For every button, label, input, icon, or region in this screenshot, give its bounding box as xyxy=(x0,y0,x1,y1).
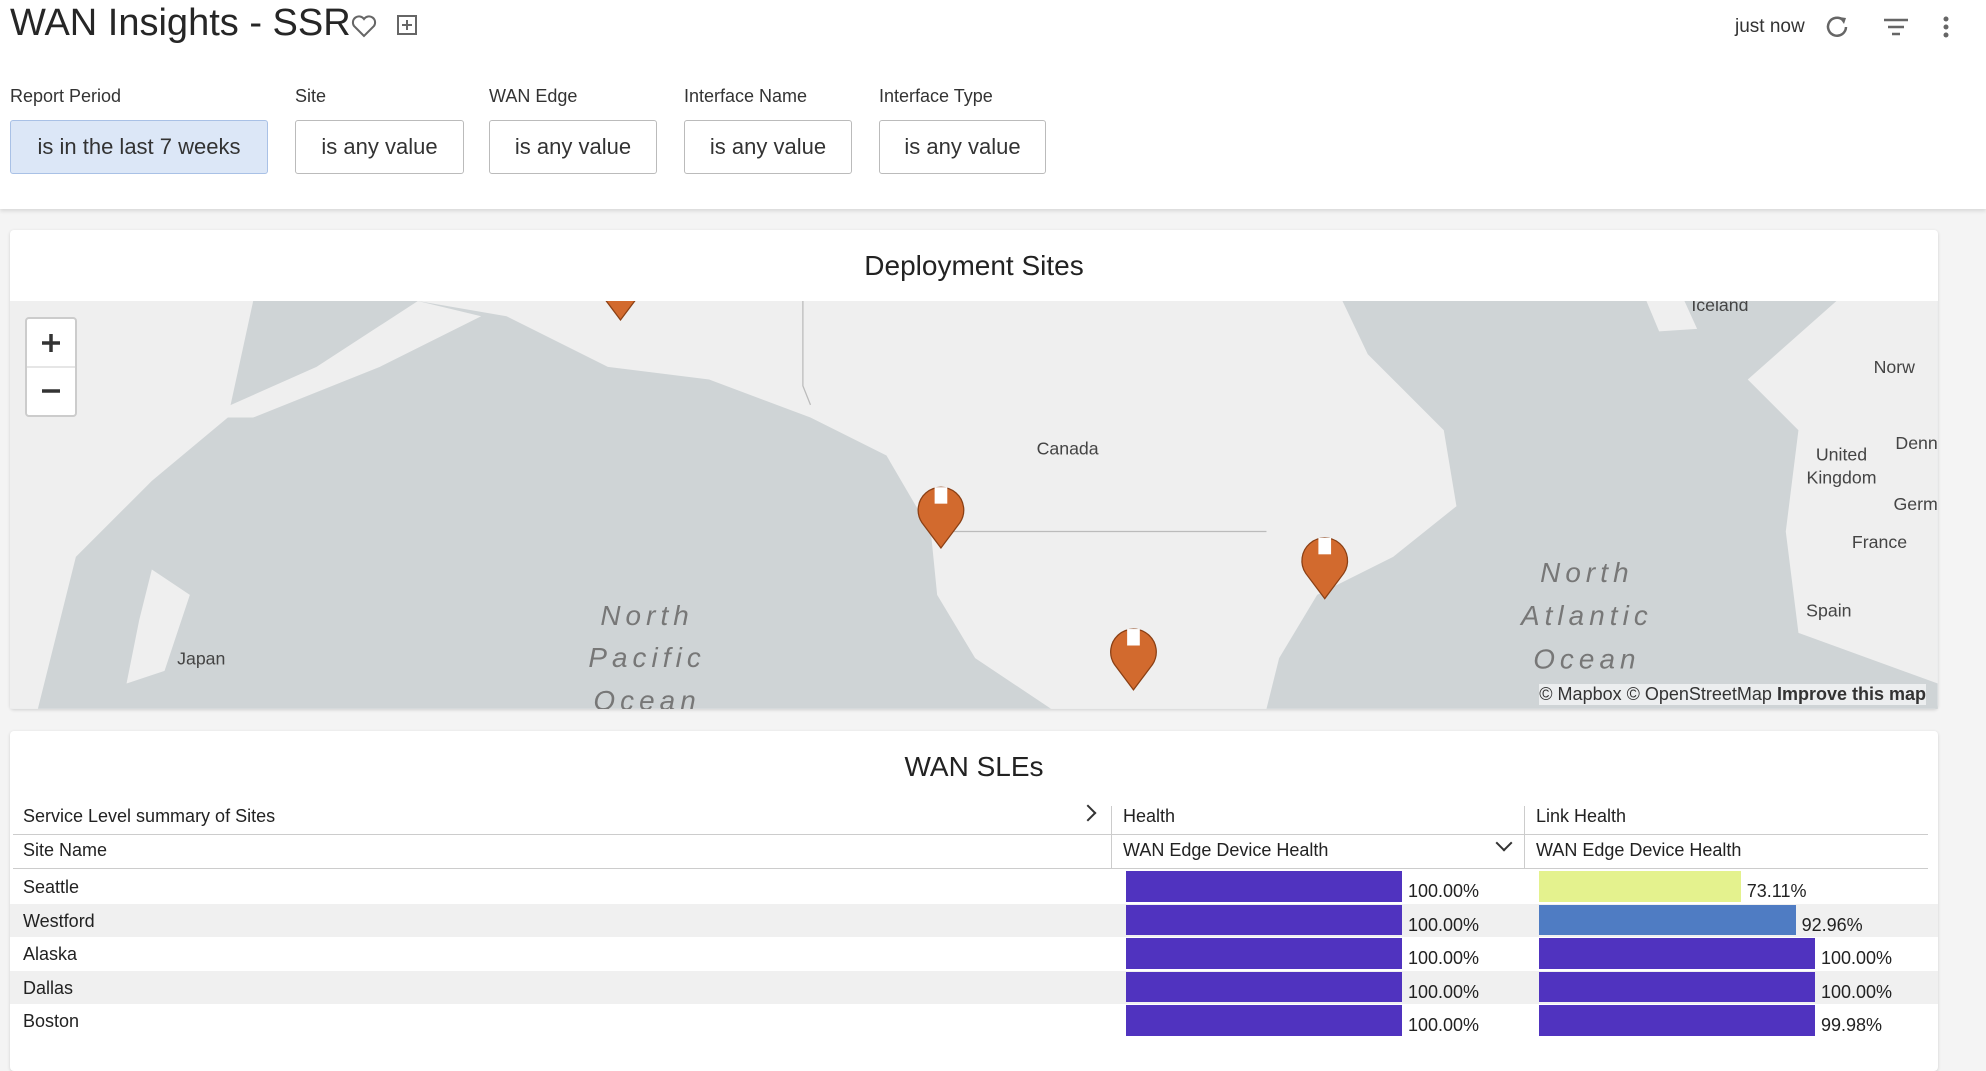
map-label: Kingdom xyxy=(1807,467,1877,487)
value-label: 100.00% xyxy=(1408,915,1479,936)
group-header: Service Level summary of Sites xyxy=(23,806,275,827)
value-label: 73.11% xyxy=(1747,881,1807,902)
map-card: Deployment Sites Iceland Norw Canada United… xyxy=(10,230,1938,709)
value-label: 99.98% xyxy=(1821,1015,1882,1036)
bar xyxy=(1126,938,1402,969)
site-name: Alaska xyxy=(23,944,77,965)
group-header: Link Health xyxy=(1536,806,1626,827)
map-label: Ocean xyxy=(593,685,700,709)
filter-chip[interactable]: is any value xyxy=(684,120,852,174)
column-divider xyxy=(1111,806,1112,868)
expand-icon[interactable] xyxy=(1080,805,1097,822)
filter-label: WAN Edge xyxy=(489,86,577,107)
value-label: 100.00% xyxy=(1408,1015,1479,1036)
map-label: Germ xyxy=(1893,494,1937,514)
updated-time: just now xyxy=(1735,16,1805,38)
column-header: WAN Edge Device Health xyxy=(1123,840,1328,861)
bar xyxy=(1539,905,1796,936)
value-label: 92.96% xyxy=(1802,915,1863,936)
zoom-control[interactable] xyxy=(25,317,77,417)
site-name: Westford xyxy=(23,911,95,932)
marker-icon xyxy=(1318,538,1331,554)
table-card: WAN SLEs Service Level summary of Sites H… xyxy=(10,731,1938,1071)
column-divider xyxy=(1524,806,1525,868)
filter-label: Interface Name xyxy=(684,86,807,107)
filter-chip[interactable]: is any value xyxy=(879,120,1046,174)
column-header: WAN Edge Device Health xyxy=(1536,840,1741,861)
filter-label: Report Period xyxy=(10,86,121,107)
map-label: Ocean xyxy=(1533,643,1640,674)
value-label: 100.00% xyxy=(1408,948,1479,969)
map-title: Deployment Sites xyxy=(10,250,1938,282)
map-label: North xyxy=(1540,557,1633,588)
site-name: Boston xyxy=(23,1011,79,1032)
title-icons[interactable] xyxy=(350,12,430,42)
zoom-buttons[interactable] xyxy=(27,319,75,415)
value-label: 100.00% xyxy=(1821,948,1892,969)
header: WAN Insights - SSR just now Report Perio… xyxy=(0,0,1986,209)
toolbar-icons[interactable] xyxy=(1822,10,1972,44)
sort-icon[interactable] xyxy=(1496,835,1513,852)
filter-label: Interface Type xyxy=(879,86,993,107)
bar xyxy=(1539,871,1741,902)
map-label: North xyxy=(600,600,693,631)
filter-chip[interactable]: is in the last 7 weeks xyxy=(10,120,268,174)
dashboard-title: WAN Insights - SSR xyxy=(10,2,351,45)
header-line xyxy=(13,868,1928,869)
map-label: Atlantic xyxy=(1519,600,1653,631)
map-label: France xyxy=(1852,532,1907,552)
map-label: Japan xyxy=(177,649,225,669)
map-label: Canada xyxy=(1037,438,1099,458)
map-label: Norw xyxy=(1874,357,1916,377)
map-label: Denn xyxy=(1895,433,1937,453)
site-name: Dallas xyxy=(23,978,73,999)
attribution: © Mapbox © OpenStreetMap xyxy=(1539,684,1772,704)
map[interactable]: Iceland Norw Canada UnitedKingdom Denn Germ Fr… xyxy=(10,301,1938,709)
map-label: Iceland xyxy=(1691,301,1748,315)
site-name: Seattle xyxy=(23,877,79,898)
bar xyxy=(1126,871,1402,902)
value-label: 100.00% xyxy=(1408,982,1479,1003)
marker-icon xyxy=(935,487,948,503)
bar xyxy=(1539,938,1815,969)
header-line xyxy=(13,834,1928,835)
bar xyxy=(1539,1005,1815,1036)
map-label: Spain xyxy=(1806,600,1851,620)
filter-chip[interactable]: is any value xyxy=(295,120,464,174)
column-header: Site Name xyxy=(23,840,107,861)
map-attribution: © Mapbox © OpenStreetMap Improve this ma… xyxy=(1539,684,1926,705)
group-header: Health xyxy=(1123,806,1175,827)
bar xyxy=(1126,905,1402,936)
marker-icon xyxy=(1127,629,1140,645)
bar xyxy=(1126,972,1402,1003)
value-label: 100.00% xyxy=(1821,982,1892,1003)
map-label: United xyxy=(1816,445,1867,465)
filter-chip[interactable]: is any value xyxy=(489,120,657,174)
bar xyxy=(1539,972,1815,1003)
table-title: WAN SLEs xyxy=(10,751,1938,783)
map-label: Pacific xyxy=(588,642,706,673)
filter-label: Site xyxy=(295,86,326,107)
value-label: 100.00% xyxy=(1408,881,1479,902)
bar xyxy=(1126,1005,1402,1036)
improve-link[interactable]: Improve this map xyxy=(1777,684,1926,704)
